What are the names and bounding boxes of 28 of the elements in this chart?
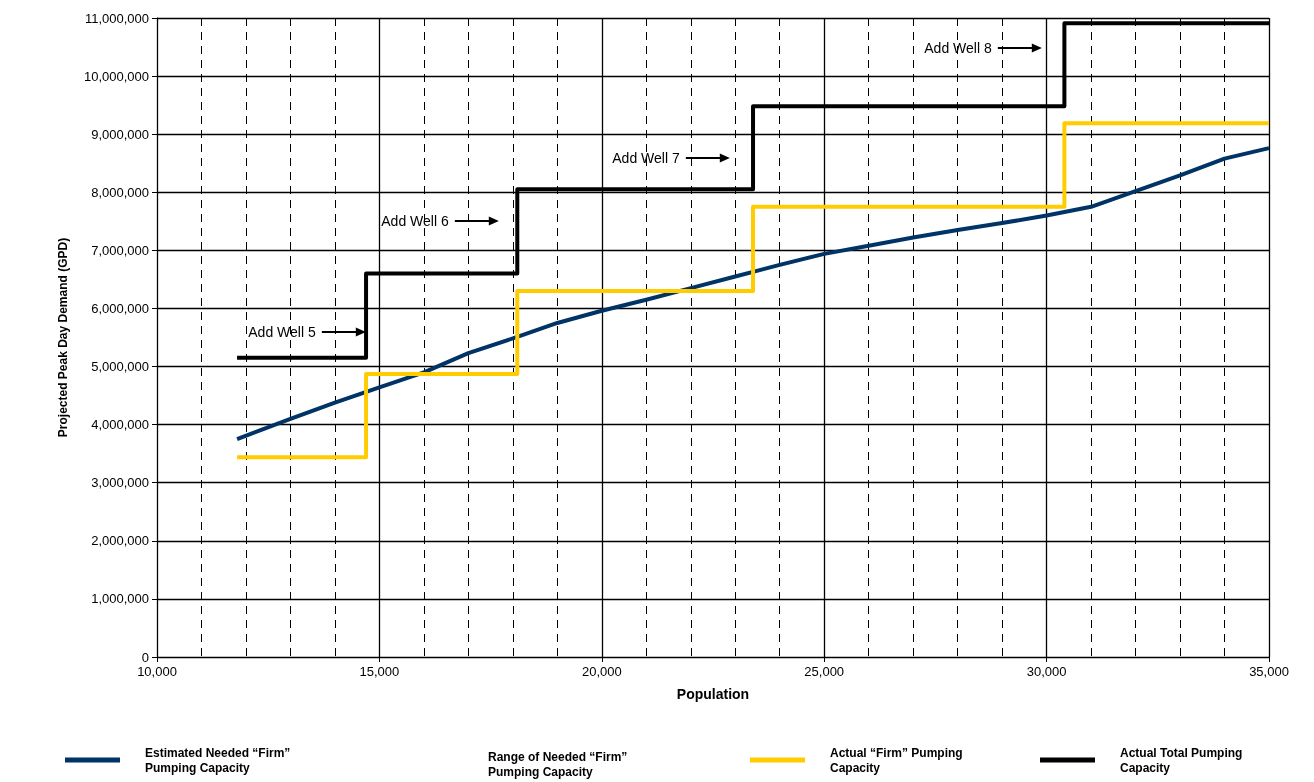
annotation: Add Well 8 [924,40,992,56]
legend-label: Actual Total Pumping Capacity [1120,745,1246,775]
x-tick-label: 35,000 [1249,664,1289,679]
y-tick-label: 6,000,000 [91,300,149,316]
y-tick-label: 3,000,000 [91,475,149,491]
x-tick-label: 20,000 [581,664,622,679]
x-tick-label: 25,000 [804,664,845,679]
x-axis-title: Population [676,686,750,702]
y-tick-label: 9,000,000 [91,126,149,142]
y-tick-label: 10,000,000 [83,68,149,84]
x-tick-label: 30,000 [1026,664,1067,679]
y-tick-label: 2,000,000 [91,533,149,549]
annotation: Add Well 6 [381,213,449,229]
text: Range of Needed “Firm” Pumping Capacity [488,750,629,780]
y-tick-label: 5,000,000 [91,359,149,375]
legend-label: Actual “Firm” Pumping Capacity [830,745,967,775]
annotation: Add Well 5 [248,324,316,340]
y-tick-label: 1,000,000 [91,591,149,607]
y-tick-label: 4,000,000 [91,417,149,433]
annotation: Add Well 7 [612,150,680,166]
y-tick-label: 0 [141,649,149,665]
y-tick-label: 11,000,000 [84,10,149,26]
x-tick-label: 15,000 [359,664,400,679]
x-tick-label: 10,000 [137,664,177,679]
y-axis-title: Projected Peak Day Demand (GPD) [56,237,70,438]
y-tick-label: 8,000,000 [91,184,149,200]
legend-label: Estimated Needed “Firm” Pumping Capacity [145,745,294,775]
y-tick-label: 7,000,000 [91,242,149,258]
